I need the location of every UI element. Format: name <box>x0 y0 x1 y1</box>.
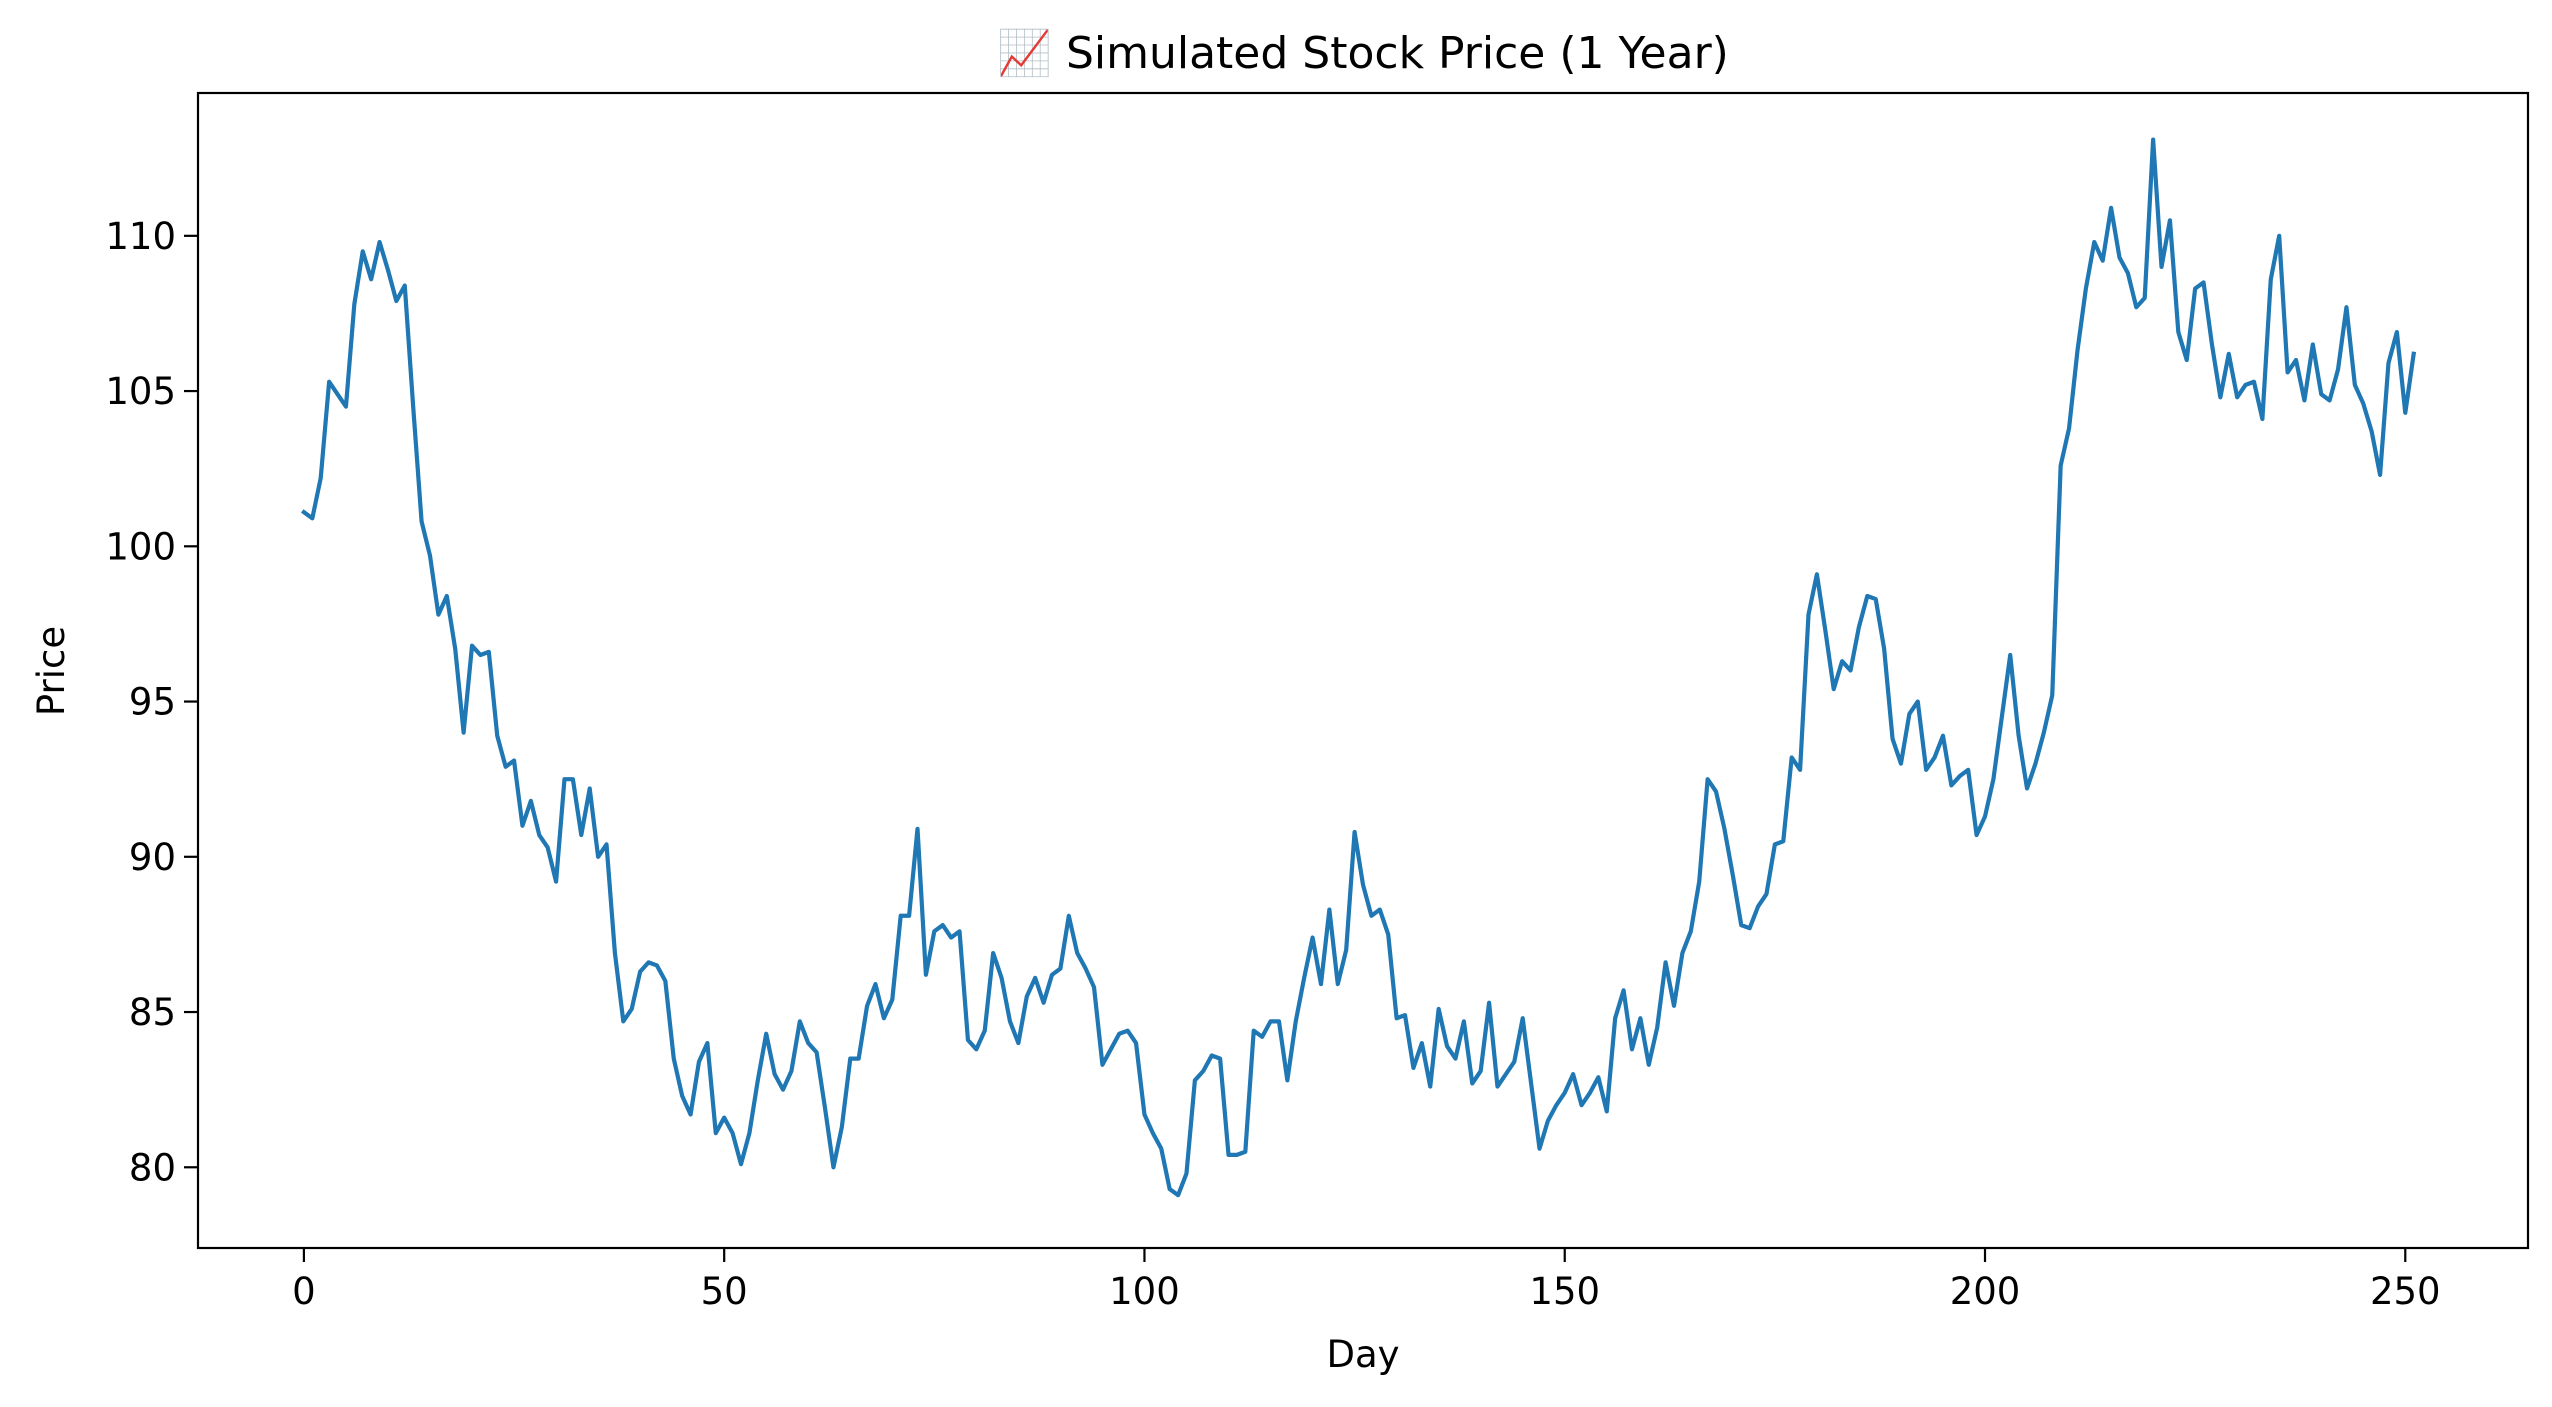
x-axis: 0 50 100 150 200 250 <box>292 1248 2441 1313</box>
y-tick-label: 95 <box>129 681 176 724</box>
x-tick-label: 200 <box>1950 1270 2021 1313</box>
price-line-series <box>300 137 2417 1198</box>
x-tick-label: 250 <box>2370 1270 2441 1313</box>
y-tick-label: 105 <box>105 370 176 413</box>
y-axis: 80 85 90 95 100 105 110 <box>105 215 198 1189</box>
y-tick-label: 85 <box>129 991 176 1034</box>
x-tick-label: 50 <box>701 1270 748 1313</box>
plot-area <box>300 137 2417 1198</box>
y-tick-label: 90 <box>129 836 176 879</box>
x-tick-label: 150 <box>1529 1270 1600 1313</box>
axes-frame <box>196 91 2530 1250</box>
x-axis-label: Day <box>1326 1333 1399 1376</box>
y-tick-label: 80 <box>129 1146 176 1189</box>
x-tick-label: 0 <box>292 1270 316 1313</box>
x-tick-label: 100 <box>1109 1270 1180 1313</box>
y-tick-label: 100 <box>105 525 176 568</box>
chart-title: 📈 Simulated Stock Price (1 Year) <box>997 28 1729 79</box>
y-axis-label: Price <box>30 626 73 716</box>
y-tick-label: 110 <box>105 215 176 258</box>
